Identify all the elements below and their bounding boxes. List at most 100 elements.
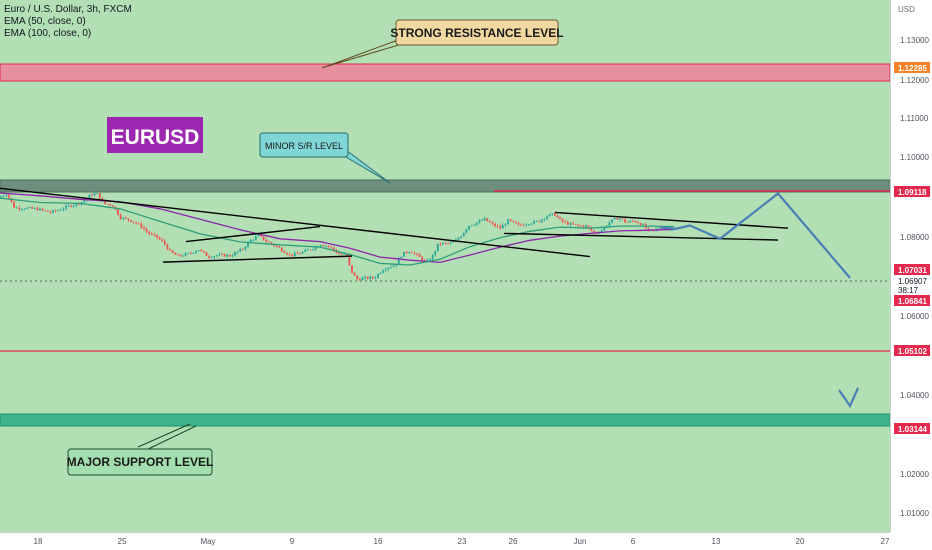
candle-body — [442, 242, 444, 245]
candle-body — [642, 224, 645, 226]
candle-body — [348, 255, 351, 266]
candle-body — [195, 251, 197, 253]
candle-body — [184, 253, 187, 256]
callout-pointer-support-b — [143, 425, 197, 452]
candle-body — [553, 213, 556, 216]
candle-body — [70, 205, 73, 207]
candle-body — [62, 208, 65, 210]
candle-body — [33, 208, 36, 209]
candle-body — [174, 252, 177, 255]
callout-text-support: MAJOR SUPPORT LEVEL — [67, 455, 214, 469]
candle-body — [572, 223, 574, 225]
candle-body — [13, 201, 15, 208]
price-label-text: 1.12285 — [898, 64, 927, 73]
candle-body — [327, 245, 330, 247]
time-tick-label: 23 — [458, 537, 467, 546]
candle-body — [96, 193, 99, 194]
candle-body — [364, 276, 366, 278]
candle-body — [88, 194, 91, 199]
price-label-text: 1.06907 — [898, 277, 927, 286]
candle-body — [158, 237, 161, 240]
candle-body — [106, 203, 109, 205]
candle-body — [499, 226, 502, 229]
callout-box-minor — [259, 132, 349, 158]
candle-body — [236, 251, 239, 253]
projection-path — [659, 191, 851, 279]
candle-body — [403, 251, 405, 257]
candle-body — [296, 252, 299, 254]
trendline-wedge-top — [185, 225, 321, 243]
candle-body — [507, 219, 509, 225]
candle-body — [57, 210, 60, 211]
candle-body — [98, 193, 101, 199]
candle-body — [634, 220, 637, 223]
candle-body — [548, 214, 551, 217]
time-tick-label: 13 — [712, 537, 721, 546]
candle-body — [624, 219, 626, 223]
candle-body — [561, 219, 564, 222]
candle-body — [330, 246, 333, 248]
candle-body — [361, 277, 364, 281]
candle-body — [340, 254, 343, 255]
candle-body — [639, 223, 642, 226]
candle-body — [156, 234, 158, 238]
candle-body — [208, 255, 210, 258]
candle-body — [366, 276, 369, 279]
candle-body — [130, 220, 132, 222]
candle-body — [124, 217, 127, 219]
candle-body — [109, 204, 112, 206]
chart-legend: Euro / U.S. Dollar, 3h, FXCM EMA (50, cl… — [4, 4, 132, 40]
candle-body — [171, 250, 174, 253]
candle-body — [153, 234, 156, 235]
candle-body — [483, 218, 486, 221]
callout-pointer-resistance-b — [327, 43, 403, 67]
candle-body — [75, 203, 78, 206]
price-label-badge — [894, 62, 930, 73]
candle-body — [265, 240, 268, 242]
candle-body — [122, 217, 125, 220]
candle-body — [546, 216, 548, 219]
callout-text-minor: MINOR S/R LEVEL — [265, 141, 343, 151]
plot-background — [0, 0, 890, 532]
candle-body — [215, 255, 218, 257]
candle-body — [358, 279, 361, 281]
candle-body — [189, 253, 192, 254]
candle-body — [629, 220, 632, 223]
candle-body — [135, 222, 138, 224]
candle-body — [36, 208, 39, 211]
candle-body — [626, 222, 629, 223]
candle-body — [205, 252, 208, 256]
candle-body — [538, 220, 541, 222]
candle-body — [660, 228, 663, 230]
candle-body — [647, 228, 650, 230]
candle-body — [221, 253, 223, 255]
candle-body — [582, 225, 585, 227]
candle-body — [254, 236, 257, 240]
price-label-text: 38:17 — [898, 286, 919, 295]
time-tick-label: 27 — [881, 537, 890, 546]
time-tick-label: 25 — [118, 537, 127, 546]
candle-body — [286, 252, 288, 255]
candle-body — [512, 220, 515, 222]
price-tick-label: 1.06000 — [900, 312, 929, 321]
candle-body — [452, 241, 455, 243]
candle-body — [54, 210, 57, 212]
price-label-text: 1.09118 — [898, 188, 927, 197]
price-tick-label: 1.12000 — [900, 76, 929, 85]
price-label-badge — [894, 264, 930, 275]
candle-body — [18, 207, 21, 210]
candle-body — [252, 239, 255, 241]
candle-body — [41, 208, 44, 211]
candle-body — [569, 223, 572, 225]
candle-body — [59, 209, 62, 211]
candle-body — [577, 224, 580, 226]
candle-body — [410, 252, 413, 254]
candle-body — [223, 253, 226, 257]
projection-arrowhead — [838, 387, 860, 409]
candle-body — [2, 195, 5, 197]
price-label-text: 1.03144 — [898, 425, 927, 434]
price-axis-unit: USD — [898, 5, 915, 14]
candle-body — [0, 196, 2, 198]
candle-body — [148, 231, 151, 234]
